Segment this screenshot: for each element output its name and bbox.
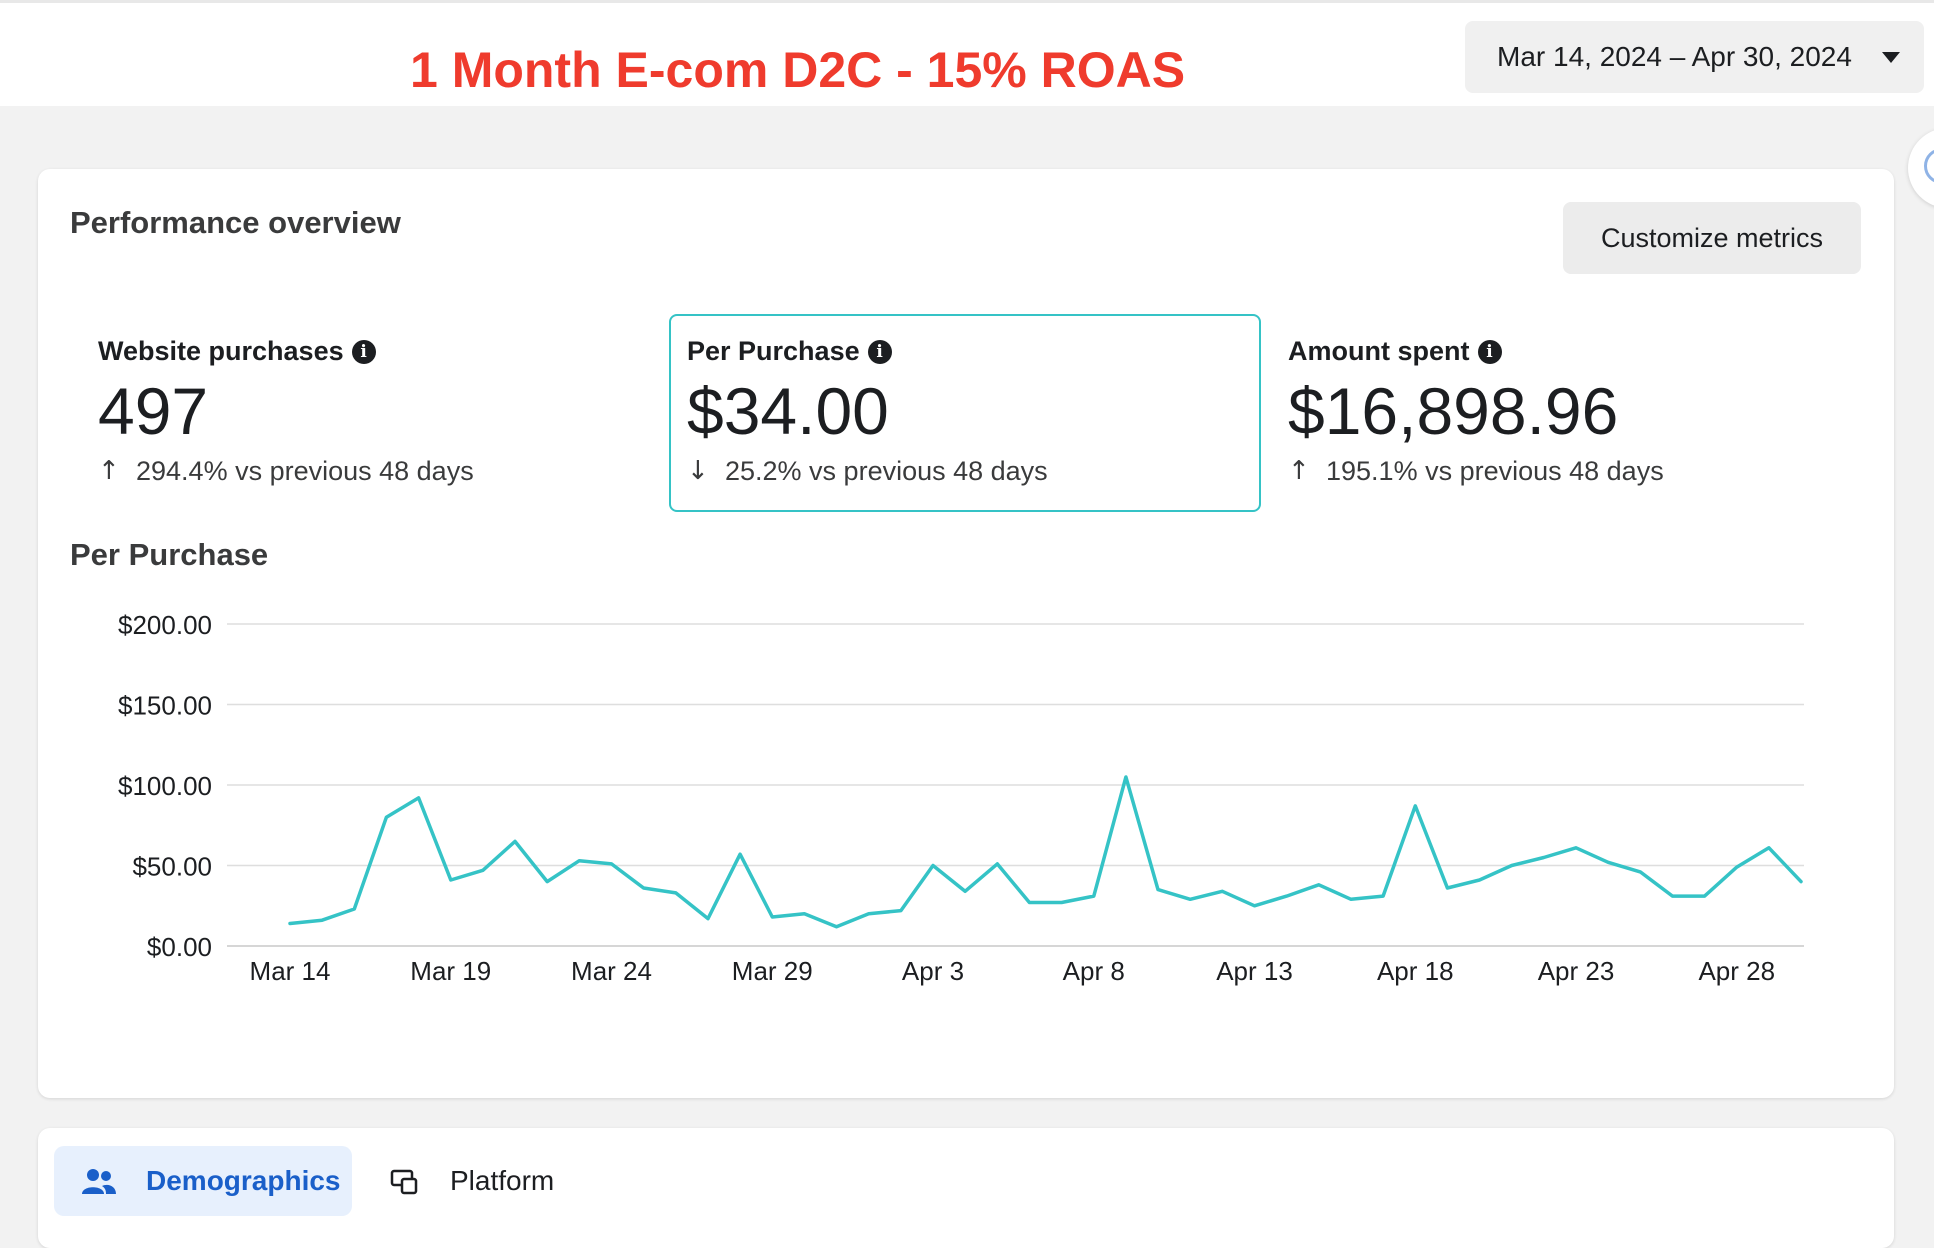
metric-value: $16,898.96 xyxy=(1288,374,1619,448)
metric-label-row: Per Purchase i xyxy=(687,336,1243,367)
tab-platform[interactable]: Platform xyxy=(390,1146,554,1216)
comparison-text: 294.4% vs previous 48 days xyxy=(136,455,474,486)
metric-comparison: ↑ 294.4% vs previous 48 days xyxy=(98,456,654,487)
metric-per-purchase[interactable]: Per Purchase i $34.00 ↓ 25.2% vs previou… xyxy=(669,314,1261,512)
circle-icon xyxy=(1924,148,1934,184)
y-tick-label: $50.00 xyxy=(132,852,212,882)
tab-demographics[interactable]: Demographics xyxy=(54,1146,352,1216)
performance-overview-card: Performance overview Customize metrics W… xyxy=(38,169,1894,1098)
x-tick-label: Mar 19 xyxy=(410,956,491,986)
help-bubble[interactable] xyxy=(1908,128,1934,208)
metric-amount-spent[interactable]: Amount spent i $16,898.96 ↑ 195.1% vs pr… xyxy=(1270,314,1862,512)
x-tick-label: Apr 8 xyxy=(1063,956,1125,986)
info-icon[interactable]: i xyxy=(351,339,376,364)
series-line xyxy=(288,775,1803,929)
date-range-picker[interactable]: Mar 14, 2024 – Apr 30, 2024 xyxy=(1465,21,1924,93)
info-icon[interactable]: i xyxy=(867,339,892,364)
metric-website-purchases[interactable]: Website purchases i 497 ↑ 294.4% vs prev… xyxy=(80,314,672,512)
x-tick-label: Apr 13 xyxy=(1216,956,1293,986)
x-tick-label: Apr 23 xyxy=(1538,956,1615,986)
metric-comparison: ↑ 195.1% vs previous 48 days xyxy=(1288,456,1844,487)
customize-metrics-button[interactable]: Customize metrics xyxy=(1563,202,1861,274)
y-tick-label: $0.00 xyxy=(147,932,212,962)
top-bar: 1 Month E-com D2C - 15% ROAS Mar 14, 202… xyxy=(0,0,1934,106)
comparison-text: 25.2% vs previous 48 days xyxy=(725,455,1048,486)
comparison-text: 195.1% vs previous 48 days xyxy=(1326,455,1664,486)
x-tick-label: Apr 18 xyxy=(1377,956,1454,986)
metric-label: Per Purchase xyxy=(687,336,860,366)
devices-icon xyxy=(390,1167,420,1195)
card-title: Performance overview xyxy=(70,205,401,240)
metric-label-row: Amount spent i xyxy=(1288,336,1844,367)
y-tick-label: $150.00 xyxy=(118,691,212,721)
metric-label: Amount spent xyxy=(1288,336,1470,366)
chart-title: Per Purchase xyxy=(70,537,269,572)
per-purchase-line-chart: $0.00 $50.00 $100.00 $150.00 $200.00 Mar 14 Ma… xyxy=(118,610,1804,986)
info-icon[interactable]: i xyxy=(1477,339,1502,364)
date-range-text: Mar 14, 2024 – Apr 30, 2024 xyxy=(1497,41,1852,72)
y-tick-label: $200.00 xyxy=(118,610,212,640)
x-tick-label: Mar 14 xyxy=(250,956,331,986)
arrow-up-icon: ↑ xyxy=(98,456,120,487)
page-headline: 1 Month E-com D2C - 15% ROAS xyxy=(410,42,1186,98)
arrow-up-icon: ↑ xyxy=(1288,456,1310,487)
arrow-down-icon: ↓ xyxy=(687,456,709,487)
metric-label: Website purchases xyxy=(98,336,344,366)
metric-value: 497 xyxy=(98,374,209,448)
tab-label: Platform xyxy=(450,1165,555,1196)
metric-comparison: ↓ 25.2% vs previous 48 days xyxy=(687,456,1243,487)
x-tick-label: Apr 28 xyxy=(1698,956,1775,986)
x-tick-label: Mar 29 xyxy=(732,956,813,986)
x-tick-label: Apr 3 xyxy=(902,956,964,986)
chevron-down-icon xyxy=(1882,52,1900,63)
y-tick-label: $100.00 xyxy=(118,771,212,801)
tab-label: Demographics xyxy=(146,1165,341,1196)
breakdown-tabs-card: Demographics Platform xyxy=(38,1128,1894,1248)
x-tick-label: Mar 24 xyxy=(571,956,652,986)
people-icon xyxy=(82,1167,116,1195)
metric-label-row: Website purchases i xyxy=(98,336,654,367)
metric-value: $34.00 xyxy=(687,374,889,448)
